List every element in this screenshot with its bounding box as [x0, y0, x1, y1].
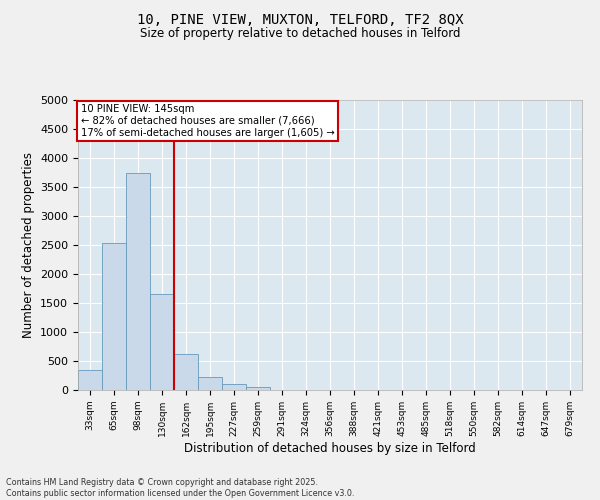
Bar	[222, 384, 246, 390]
Y-axis label: Number of detached properties: Number of detached properties	[22, 152, 35, 338]
Bar	[102, 244, 126, 390]
Text: 10 PINE VIEW: 145sqm
← 82% of detached houses are smaller (7,666)
17% of semi-de: 10 PINE VIEW: 145sqm ← 82% of detached h…	[80, 104, 334, 138]
Bar	[126, 172, 150, 390]
Bar	[174, 354, 198, 390]
Bar	[198, 376, 222, 390]
Text: 10, PINE VIEW, MUXTON, TELFORD, TF2 8QX: 10, PINE VIEW, MUXTON, TELFORD, TF2 8QX	[137, 12, 463, 26]
X-axis label: Distribution of detached houses by size in Telford: Distribution of detached houses by size …	[184, 442, 476, 454]
Bar	[246, 386, 270, 390]
Text: Size of property relative to detached houses in Telford: Size of property relative to detached ho…	[140, 28, 460, 40]
Bar	[78, 370, 102, 390]
Text: Contains HM Land Registry data © Crown copyright and database right 2025.
Contai: Contains HM Land Registry data © Crown c…	[6, 478, 355, 498]
Bar	[150, 294, 174, 390]
